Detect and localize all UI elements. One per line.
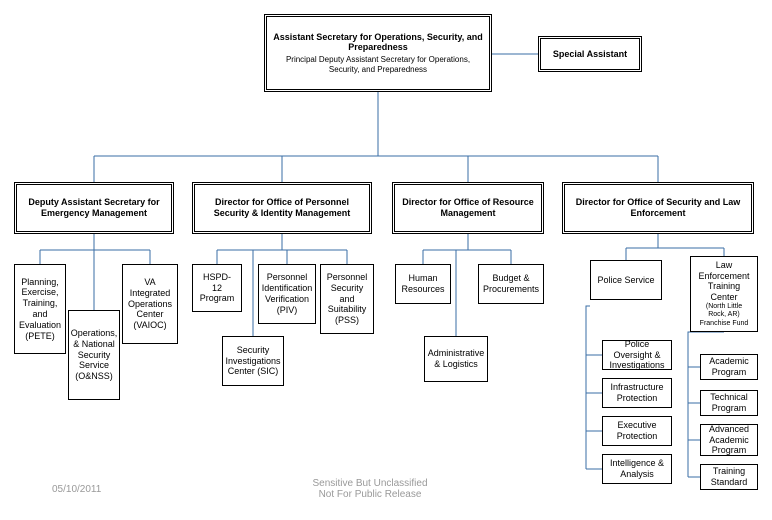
- node-d2c: Personnel Identification Verification (P…: [258, 264, 316, 324]
- node-d1b: Operations, & National Security Service …: [68, 310, 120, 400]
- node-d4b3: Advanced Academic Program: [700, 424, 758, 456]
- node-d3a: Human Resources: [395, 264, 451, 304]
- node-dep2: Director for Office of Personnel Securit…: [192, 182, 372, 234]
- node-d2d: Personnel Security and Suitability (PSS): [320, 264, 374, 334]
- node-d3c: Budget & Procurements: [478, 264, 544, 304]
- node-root: Assistant Secretary for Operations, Secu…: [264, 14, 492, 92]
- node-dep3: Director for Office of Resource Manageme…: [392, 182, 544, 234]
- node-d4a4: Intelligence & Analysis: [602, 454, 672, 484]
- node-d3b: Administrative & Logistics: [424, 336, 488, 382]
- node-d4b1: Academic Program: [700, 354, 758, 380]
- node-dep4: Director for Office of Security and Law …: [562, 182, 754, 234]
- node-d4a1: Police Oversight & Investigations: [602, 340, 672, 370]
- node-d2a: HSPD-12 Program: [192, 264, 242, 312]
- node-special-assistant: Special Assistant: [538, 36, 642, 72]
- node-d1a: Planning, Exercise, Training, and Evalua…: [14, 264, 66, 354]
- node-d4b4: Training Standard: [700, 464, 758, 490]
- node-d4a2: Infrastructure Protection: [602, 378, 672, 408]
- node-dep1: Deputy Assistant Secretary for Emergency…: [14, 182, 174, 234]
- footer-date: 05/10/2011: [52, 484, 101, 495]
- footer-classification: Sensitive But Unclassified Not For Publi…: [270, 478, 470, 500]
- node-d4b2: Technical Program: [700, 390, 758, 416]
- node-d1c: VA Integrated Operations Center (VAIOC): [122, 264, 178, 344]
- node-special-title: Special Assistant: [553, 49, 627, 60]
- node-d2b: Security Investigations Center (SIC): [222, 336, 284, 386]
- node-d4a: Police Service: [590, 260, 662, 300]
- node-d4b: Law Enforcement Training Center (North L…: [690, 256, 758, 332]
- node-root-subtitle: Principal Deputy Assistant Secretary for…: [273, 55, 483, 74]
- node-root-title: Assistant Secretary for Operations, Secu…: [273, 32, 483, 54]
- node-d4a3: Executive Protection: [602, 416, 672, 446]
